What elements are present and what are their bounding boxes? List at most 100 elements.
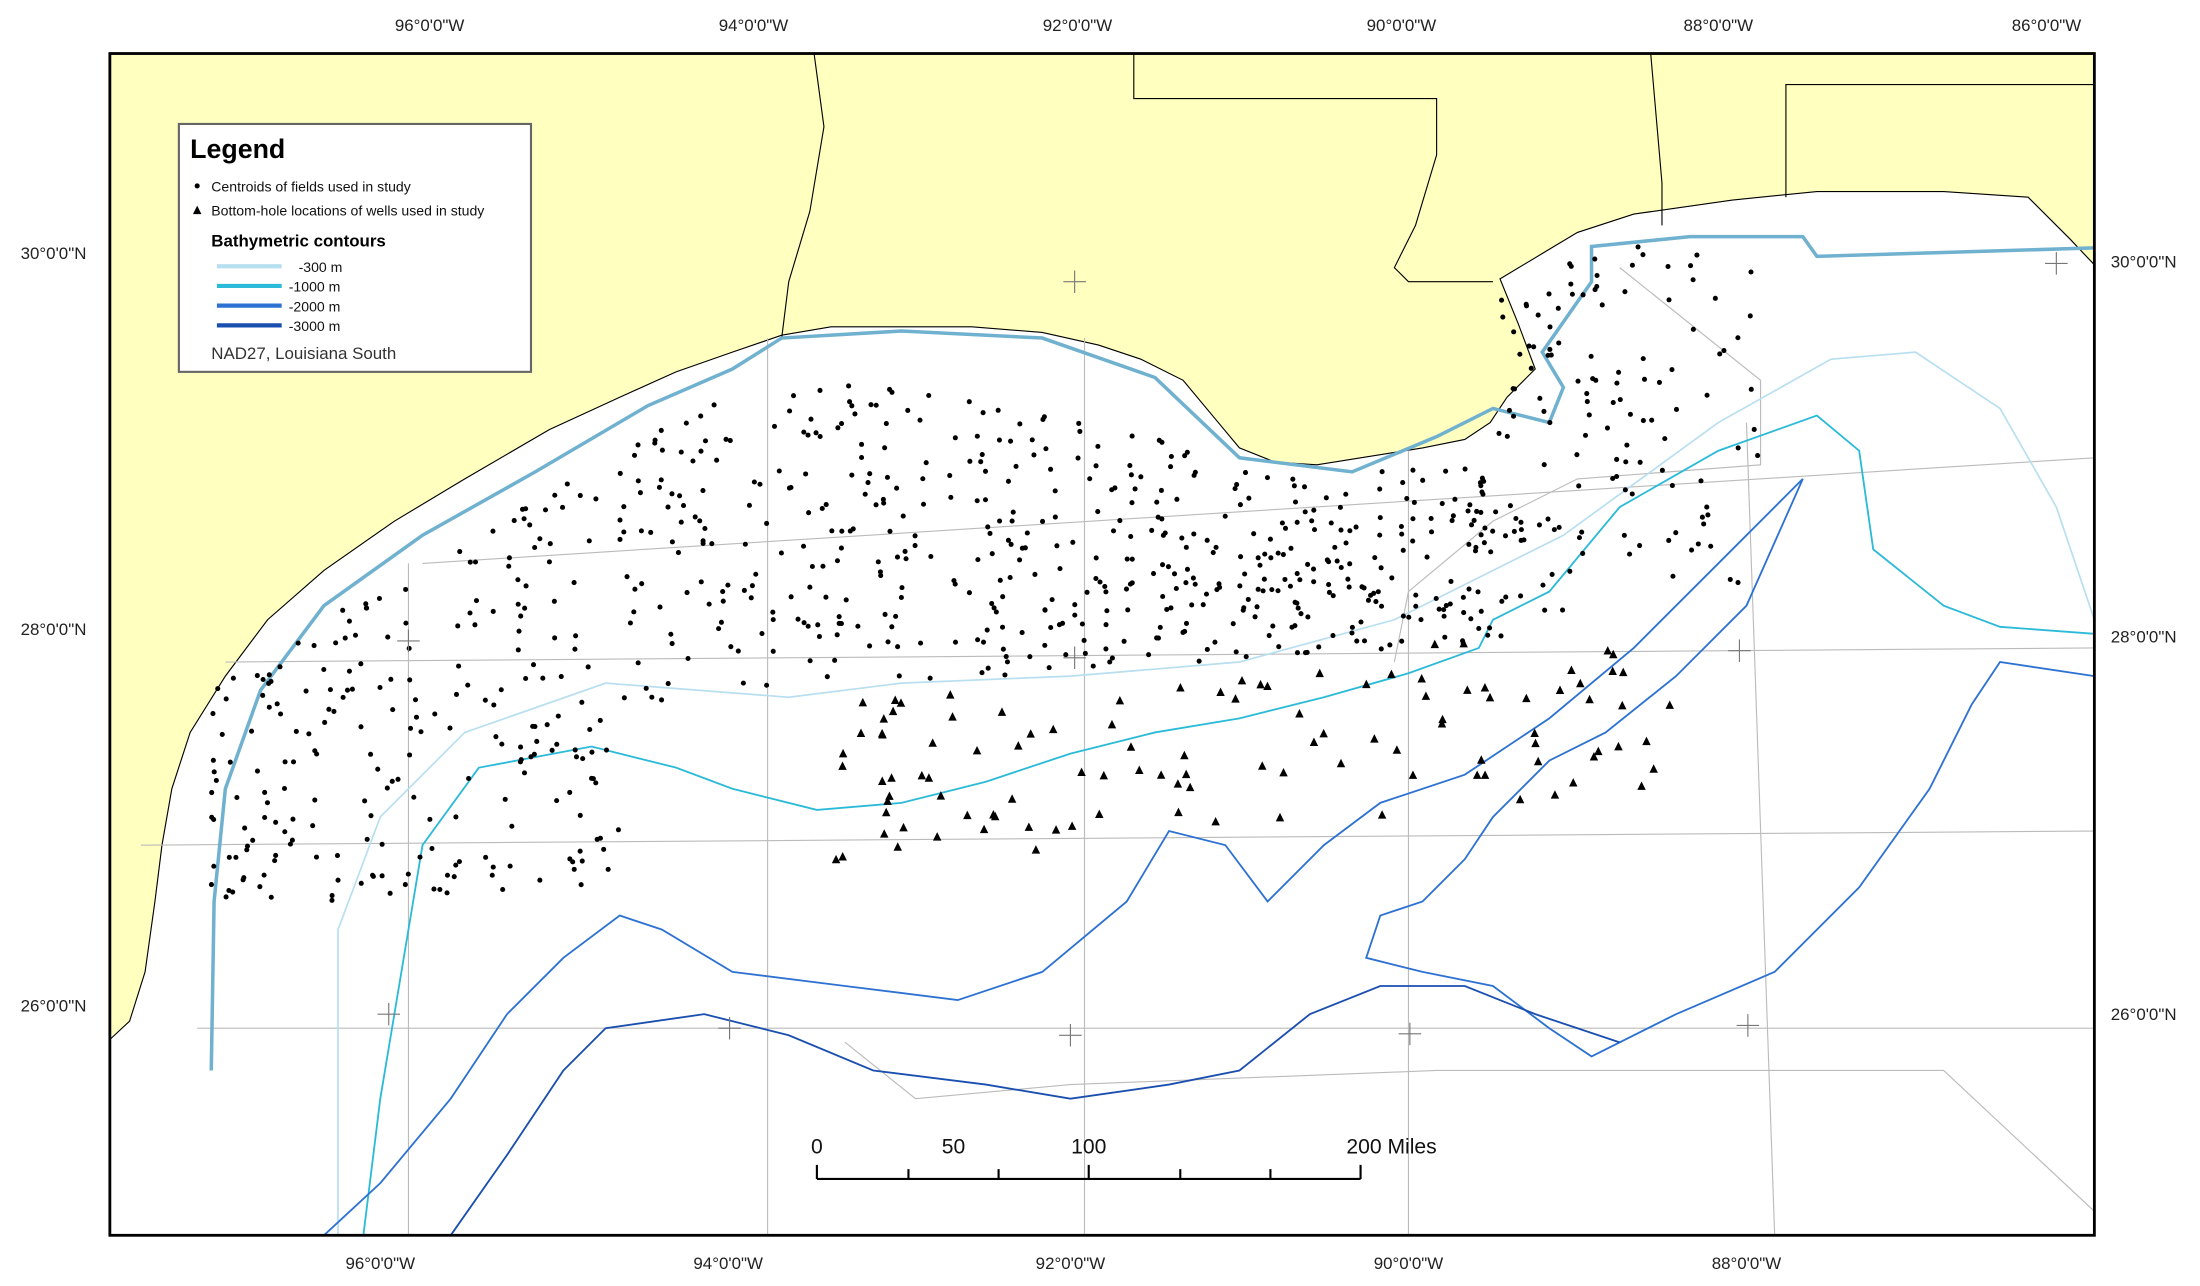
field-centroid bbox=[1546, 291, 1552, 297]
well-location bbox=[1295, 709, 1304, 718]
field-centroid bbox=[1541, 408, 1547, 414]
graticule-label: 26°0'0"N bbox=[21, 996, 87, 1015]
field-centroid bbox=[527, 522, 533, 528]
field-centroid bbox=[887, 528, 893, 534]
field-centroid bbox=[631, 609, 637, 615]
field-centroid bbox=[855, 623, 861, 629]
field-centroid bbox=[1095, 509, 1101, 515]
field-centroid bbox=[260, 676, 266, 683]
field-centroid bbox=[1622, 487, 1628, 493]
field-centroid bbox=[1640, 252, 1646, 258]
field-centroid bbox=[482, 697, 488, 703]
field-centroid bbox=[211, 863, 217, 869]
field-centroid bbox=[1540, 582, 1546, 588]
boundary bbox=[1133, 77, 1493, 283]
field-centroid bbox=[788, 594, 794, 600]
field-centroid bbox=[585, 664, 591, 670]
field-centroid bbox=[219, 731, 225, 737]
field-centroid bbox=[1502, 533, 1509, 539]
field-centroid bbox=[711, 402, 717, 408]
field-centroid bbox=[1257, 562, 1263, 568]
field-centroid bbox=[466, 775, 472, 782]
field-centroid bbox=[506, 555, 512, 561]
field-centroid bbox=[601, 846, 607, 852]
field-centroid bbox=[800, 543, 807, 549]
field-centroid bbox=[1328, 520, 1334, 526]
field-centroid bbox=[1610, 400, 1616, 406]
field-centroid bbox=[1279, 520, 1285, 526]
well-location bbox=[1185, 782, 1195, 792]
field-centroid bbox=[456, 859, 462, 865]
field-centroid bbox=[1292, 499, 1299, 505]
field-centroid bbox=[801, 620, 807, 626]
well-location bbox=[1211, 816, 1220, 826]
field-centroid bbox=[363, 605, 369, 611]
field-centroid bbox=[652, 440, 658, 446]
field-centroid bbox=[264, 800, 270, 806]
field-centroid bbox=[244, 847, 250, 853]
field-centroid bbox=[1358, 619, 1364, 625]
field-centroid bbox=[1443, 602, 1449, 609]
graticule-label: 90°0'0"W bbox=[1367, 16, 1437, 35]
field-centroid bbox=[223, 696, 229, 702]
field-centroid bbox=[1378, 565, 1384, 571]
field-centroid bbox=[1473, 544, 1479, 550]
field-centroid bbox=[1576, 483, 1582, 489]
boundary bbox=[781, 53, 825, 339]
well-location bbox=[932, 832, 942, 841]
field-centroid bbox=[346, 668, 352, 674]
grid-line bbox=[140, 830, 2095, 846]
well-location bbox=[1107, 719, 1117, 729]
field-centroid bbox=[1443, 468, 1449, 474]
field-centroid bbox=[1575, 378, 1581, 384]
scale-label: 0 bbox=[811, 1136, 823, 1159]
field-centroid bbox=[1000, 646, 1006, 652]
field-centroid bbox=[518, 757, 524, 763]
field-centroid bbox=[1103, 622, 1109, 628]
field-centroid bbox=[322, 719, 328, 725]
field-centroid bbox=[718, 619, 724, 625]
field-centroid bbox=[1334, 558, 1340, 564]
field-centroid bbox=[979, 670, 985, 676]
field-centroid bbox=[862, 491, 868, 497]
field-centroid bbox=[985, 665, 991, 671]
graticule-label: 96°0'0"W bbox=[346, 1254, 416, 1273]
field-centroid bbox=[1266, 632, 1272, 639]
field-centroid bbox=[1268, 555, 1274, 561]
grid-line bbox=[844, 1041, 2095, 1212]
field-centroid bbox=[749, 583, 755, 589]
field-centroid bbox=[1474, 508, 1480, 514]
field-centroid bbox=[1429, 529, 1435, 535]
field-centroid bbox=[603, 747, 610, 753]
field-centroid bbox=[390, 707, 396, 713]
field-centroid bbox=[1269, 587, 1275, 593]
field-centroid bbox=[1637, 542, 1643, 549]
field-centroid bbox=[819, 505, 825, 512]
field-centroid bbox=[1452, 496, 1458, 502]
field-centroid bbox=[306, 731, 312, 737]
legend-item: -300 m bbox=[299, 259, 343, 275]
field-centroid bbox=[1511, 528, 1517, 534]
field-centroid bbox=[1007, 574, 1013, 581]
field-centroid bbox=[1635, 244, 1641, 250]
map-frame bbox=[108, 52, 2096, 1237]
field-centroid bbox=[1398, 523, 1404, 530]
field-centroid bbox=[975, 557, 981, 563]
field-centroid bbox=[1567, 568, 1573, 574]
cross bbox=[1728, 639, 1751, 663]
field-centroid bbox=[1400, 480, 1406, 486]
field-centroid bbox=[1267, 536, 1273, 542]
field-centroid bbox=[209, 790, 215, 796]
field-centroid bbox=[648, 529, 654, 535]
field-centroid bbox=[807, 584, 813, 590]
field-centroid bbox=[1640, 356, 1646, 362]
field-centroid bbox=[770, 609, 776, 615]
graticule-label: 92°0'0"W bbox=[1043, 16, 1113, 35]
field-centroid bbox=[1498, 633, 1504, 639]
field-centroid bbox=[631, 452, 638, 458]
legend-projection: NAD27, Louisiana South bbox=[211, 344, 396, 363]
well-location bbox=[1480, 770, 1490, 779]
field-centroid bbox=[1447, 601, 1453, 607]
field-centroid bbox=[624, 574, 630, 580]
field-centroid bbox=[490, 608, 496, 614]
